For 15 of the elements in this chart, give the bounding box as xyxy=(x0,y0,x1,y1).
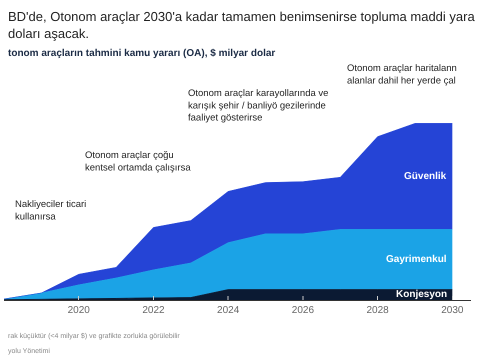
chart-subtitle: tonom araçların tahmini kamu yararı (OA), $ milyar dolar xyxy=(8,48,276,59)
text: Otonom araçlar haritalann alanlar dahil her yerde çal xyxy=(347,63,457,86)
x-tick-label: 2030 xyxy=(441,305,464,316)
series-label: Güvenlik xyxy=(404,171,447,182)
x-tick-label: 2022 xyxy=(142,305,165,316)
series-label: Gayrimenkul xyxy=(386,254,447,265)
annotation: Nakliyeciler ticari kullanırsa xyxy=(15,199,86,222)
x-tick-label: 2026 xyxy=(292,305,314,316)
x-tick-label: 2020 xyxy=(68,305,90,316)
x-tick-label: 2024 xyxy=(217,305,240,316)
chart-title: BD'de, Otonom araçlar 2030'a kadar tamamen benimsenirse topluma maddi yara doları aşacak. xyxy=(8,9,476,41)
annotation: Otonom araçlar çoğu kentsel ortamda çalışırsa xyxy=(85,150,192,174)
annotation: Otonom araçlar karayollarında ve karışık şehir / banliyö gezilerinde faaliyet gösterirse xyxy=(188,88,328,124)
x-tick-label: 2028 xyxy=(366,305,390,316)
series-label: Konjesyon xyxy=(396,289,448,300)
